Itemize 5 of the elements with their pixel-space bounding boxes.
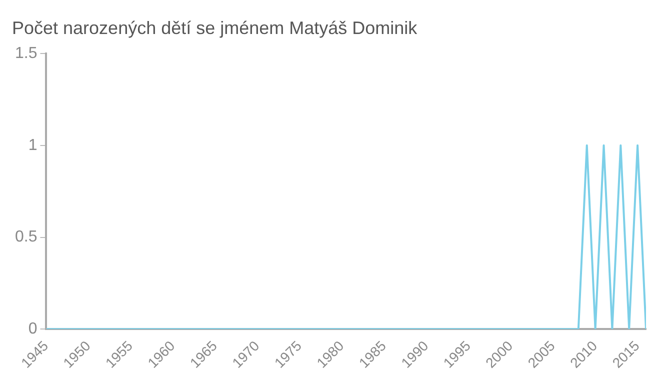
y-tick-label: 1.5 bbox=[14, 45, 38, 62]
y-tick-label: 1 bbox=[28, 136, 38, 154]
y-tick-label: 0 bbox=[28, 320, 38, 338]
chart-title: Počet narozených dětí se jménem Matyáš Dominik bbox=[12, 18, 418, 38]
y-tick-label: 0.5 bbox=[14, 228, 38, 246]
